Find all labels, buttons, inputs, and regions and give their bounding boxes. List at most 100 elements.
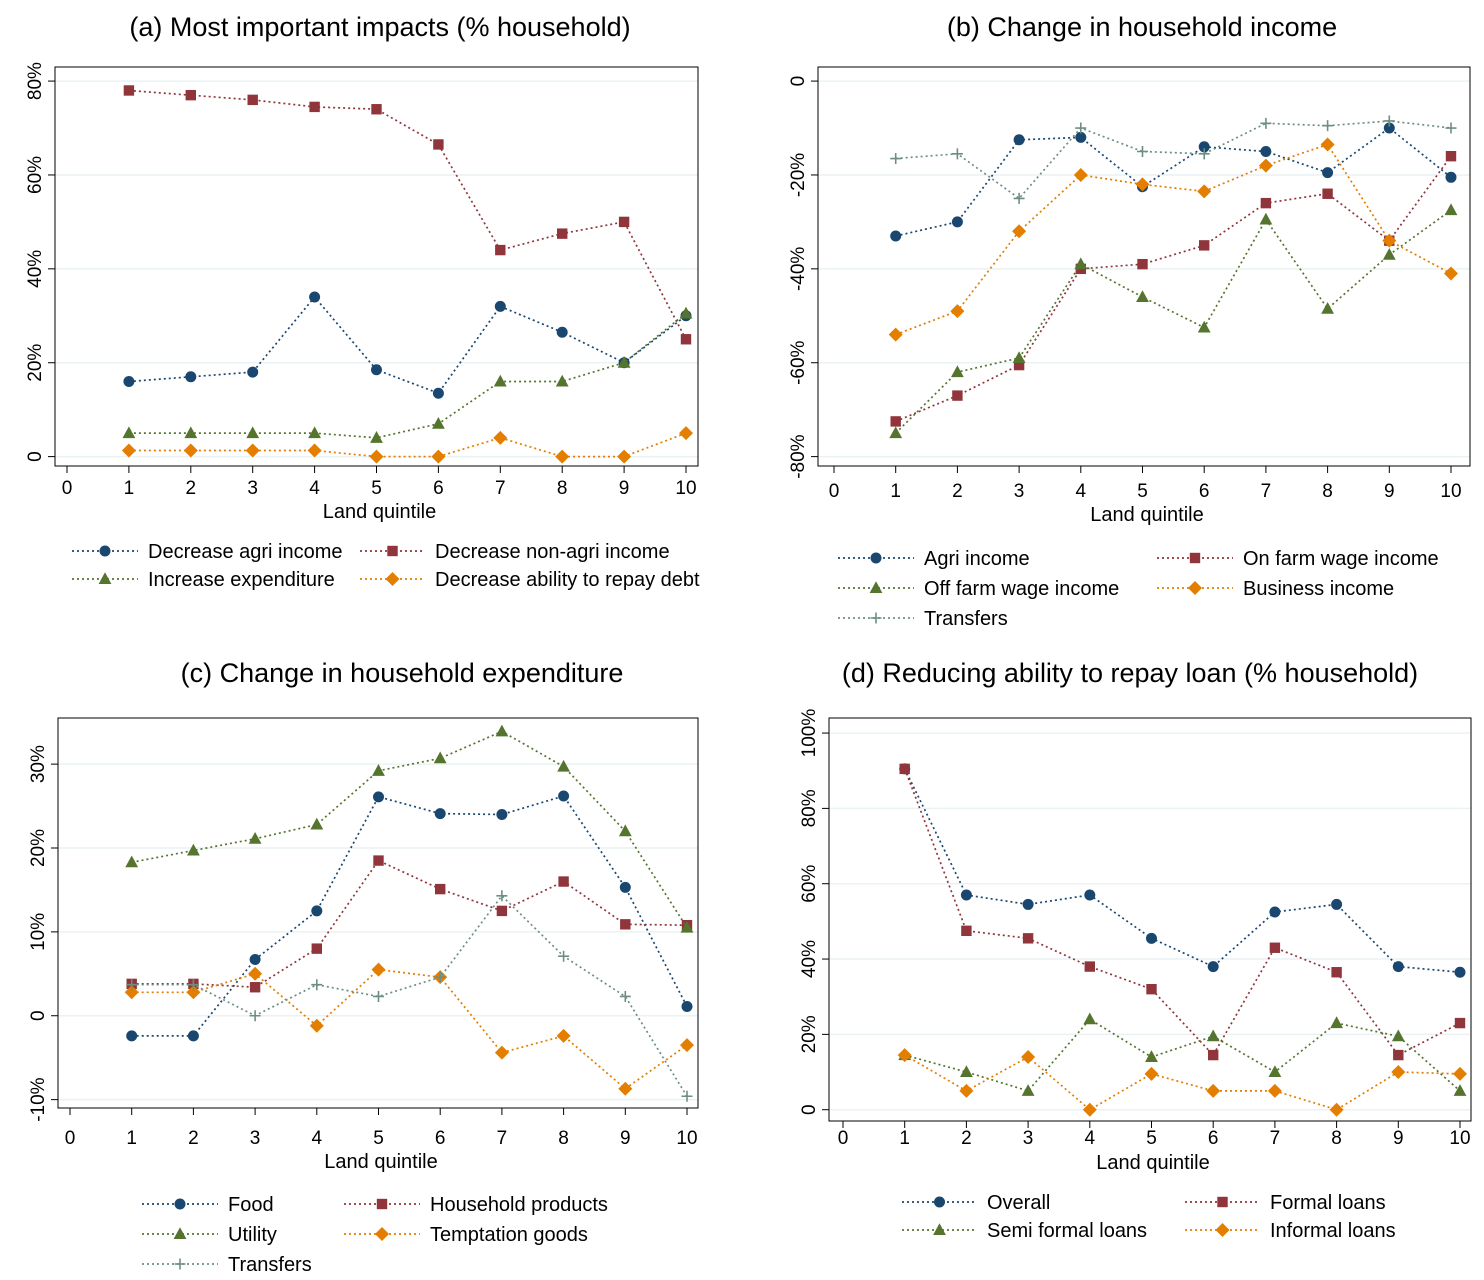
data-point — [371, 104, 382, 115]
legend-label: Household products — [430, 1194, 608, 1216]
x-tick-label: 9 — [1384, 481, 1395, 502]
legend-label: Transfers — [228, 1254, 312, 1276]
data-point — [1454, 1017, 1466, 1029]
series-line-3 — [895, 209, 1452, 434]
data-point — [493, 430, 508, 445]
data-point — [555, 449, 570, 464]
y-tick-label: 80% — [799, 789, 820, 827]
legend-label: Transfers — [924, 608, 1008, 630]
x-tick-label: 9 — [1393, 1128, 1404, 1149]
series-line-3 — [904, 1018, 1461, 1092]
series-line-4 — [131, 968, 688, 1090]
data-point — [246, 426, 260, 439]
data-point — [1137, 258, 1148, 270]
data-point — [1260, 117, 1272, 129]
data-point — [1267, 1083, 1282, 1098]
data-point — [897, 1048, 912, 1063]
data-point — [557, 759, 570, 772]
data-point — [1144, 1066, 1159, 1081]
y-tick-label: 0 — [799, 1104, 820, 1115]
x-tick-label: 10 — [1449, 1128, 1470, 1149]
x-tick-label: 4 — [309, 478, 320, 499]
chart-title: (d) Reducing ability to repay loan (% ho… — [842, 658, 1418, 688]
x-tick-label: 2 — [952, 481, 963, 502]
x-tick-label: 2 — [186, 478, 197, 499]
data-point — [890, 230, 902, 242]
data-point — [1320, 137, 1335, 152]
chart-panel-1: (a) Most important impacts (% household)… — [25, 12, 700, 591]
legend-label: Increase expenditure — [148, 569, 335, 591]
plot-frame — [54, 66, 699, 467]
series-line-1 — [903, 768, 1461, 974]
legend-marker — [1189, 552, 1201, 564]
data-point — [1197, 320, 1211, 333]
data-point — [125, 855, 139, 868]
data-point — [493, 374, 507, 387]
series-line-4 — [904, 1054, 1461, 1111]
legend-marker — [99, 545, 111, 557]
data-point — [431, 449, 446, 464]
legend-marker — [869, 581, 883, 593]
data-point — [680, 920, 694, 933]
data-point — [557, 228, 568, 239]
data-point — [889, 426, 903, 439]
data-point — [373, 990, 384, 1002]
y-tick-label: -20% — [788, 153, 809, 197]
series-line-3 — [128, 312, 687, 439]
legend-marker — [174, 1258, 186, 1270]
legend-label: Formal loans — [1270, 1192, 1386, 1214]
data-point — [1382, 247, 1396, 260]
x-tick-label: 1 — [126, 1128, 137, 1149]
data-point — [618, 216, 630, 228]
data-point — [371, 962, 386, 977]
data-point — [1075, 122, 1087, 134]
data-point — [680, 334, 692, 345]
y-tick-label: 60% — [799, 865, 820, 903]
data-point — [890, 416, 901, 427]
data-point — [1259, 212, 1273, 225]
x-tick-label: 7 — [1270, 1128, 1281, 1149]
legend-marker — [1217, 1196, 1228, 1208]
x-tick-label: 1 — [890, 481, 901, 502]
data-point — [432, 416, 445, 429]
data-point — [496, 905, 508, 917]
y-tick-label: 0 — [25, 451, 46, 462]
x-tick-label: 5 — [373, 1128, 384, 1149]
series-line-2 — [128, 89, 687, 340]
legend-marker — [1188, 581, 1202, 595]
data-point — [249, 1010, 261, 1022]
x-axis-label: Land quintile — [323, 501, 436, 523]
legend-label: Informal loans — [1270, 1220, 1396, 1242]
data-point — [1260, 145, 1272, 157]
y-tick-label: -10% — [28, 1077, 49, 1121]
data-point — [311, 943, 322, 954]
x-tick-label: 10 — [675, 478, 696, 499]
data-point — [1146, 932, 1157, 944]
data-point — [373, 855, 384, 866]
x-tick-label: 6 — [433, 478, 444, 499]
x-tick-label: 9 — [620, 1128, 631, 1149]
x-tick-label: 8 — [557, 478, 568, 499]
data-point — [1444, 203, 1458, 216]
data-point — [1383, 122, 1395, 134]
data-point — [247, 366, 259, 378]
legend-marker — [174, 1198, 186, 1210]
x-tick-label: 6 — [1199, 481, 1210, 502]
data-point — [124, 985, 139, 1000]
data-point — [961, 925, 972, 936]
x-tick-label: 2 — [961, 1128, 972, 1149]
series-line-4 — [128, 432, 687, 458]
data-point — [185, 371, 197, 383]
data-point — [1084, 961, 1095, 972]
data-point — [1137, 145, 1148, 157]
x-tick-label: 7 — [495, 478, 506, 499]
chart-title: (a) Most important impacts (% household) — [129, 12, 630, 42]
x-tick-label: 6 — [1208, 1128, 1219, 1149]
legend-marker — [870, 552, 882, 564]
x-tick-label: 8 — [558, 1128, 569, 1149]
y-tick-label: 0 — [788, 76, 809, 87]
legend-marker — [933, 1223, 946, 1235]
data-point — [556, 326, 568, 338]
data-point — [1013, 134, 1025, 146]
legend-marker — [376, 1198, 388, 1210]
